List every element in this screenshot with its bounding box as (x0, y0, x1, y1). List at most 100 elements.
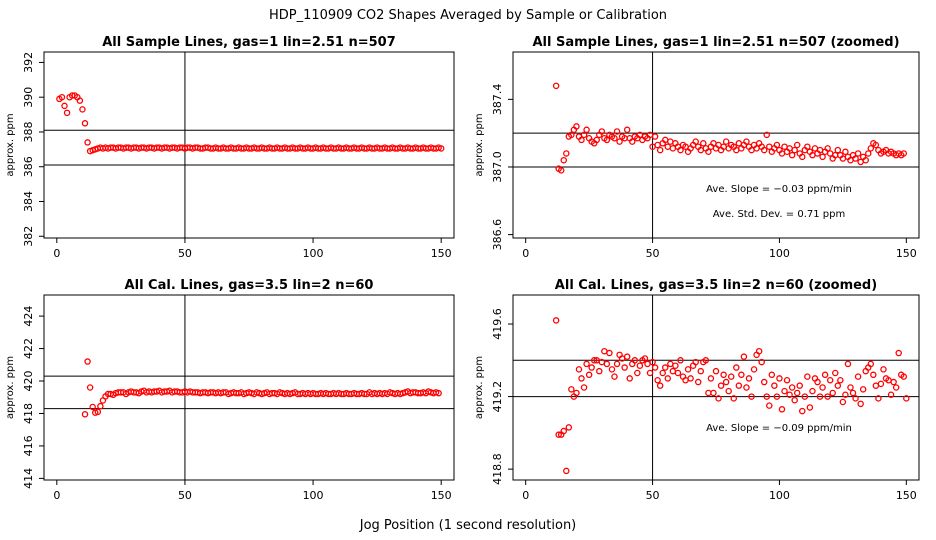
data-point (824, 393, 831, 400)
y-tick-label: 424 (22, 306, 35, 327)
data-point (552, 317, 560, 324)
data-point (740, 353, 748, 360)
data-point (588, 364, 595, 371)
data-point (684, 366, 692, 373)
data-point (821, 371, 829, 379)
data-point (763, 131, 771, 139)
data-point (857, 158, 864, 166)
data-point (801, 393, 809, 400)
data-point (743, 384, 750, 391)
plot-frame (512, 294, 920, 481)
data-point (674, 369, 682, 377)
y-tick-label: 384 (22, 191, 35, 212)
panels: All Sample Lines, gas=1 lin=2.51 n=507 0 5… (5, 35, 920, 502)
y-tick-label: 387.4 (491, 84, 504, 116)
data-point (596, 367, 603, 375)
data-point (710, 389, 717, 397)
data-point (826, 376, 834, 384)
data-point (796, 382, 803, 389)
data-point (613, 128, 621, 135)
data-point (895, 349, 902, 357)
y-tick-label: 386 (22, 156, 35, 177)
data-point (804, 143, 811, 150)
data-point (84, 358, 91, 365)
y-tick-label: 382 (22, 226, 35, 247)
y-tick-label: 414 (22, 468, 35, 489)
data-point (781, 387, 788, 395)
data-point (692, 358, 699, 366)
data-point (900, 373, 908, 380)
data-point (656, 382, 664, 389)
data-point (887, 391, 895, 399)
data-point (664, 143, 672, 150)
data-point (575, 366, 583, 373)
data-point (86, 384, 94, 391)
data-point (611, 373, 618, 380)
chart-panel-3: All Cal. Lines, gas=3.5 lin=2 n=60 0 50 100… (5, 278, 455, 502)
data-point (760, 146, 768, 154)
x-tick-label: 0 (53, 489, 60, 502)
data-point (766, 402, 773, 409)
data-point (651, 364, 659, 371)
data-point (58, 93, 66, 101)
data-point (877, 380, 885, 388)
data-point (583, 126, 590, 134)
x-tick-label: 100 (303, 489, 324, 502)
data-point (722, 138, 730, 145)
data-point (781, 143, 788, 150)
data-point (611, 134, 618, 142)
data-point (563, 467, 570, 475)
data-point (662, 364, 669, 371)
y-tick-label: 418.8 (491, 453, 504, 485)
data-point (859, 386, 867, 393)
y-axis-label: approx. ppm (5, 113, 16, 176)
data-point (705, 389, 712, 397)
data-point (636, 362, 644, 369)
chart-panel-1: All Sample Lines, gas=1 lin=2.51 n=507 0 5… (5, 35, 455, 260)
y-axis-label: approx. ppm (5, 356, 16, 419)
data-point (809, 387, 816, 395)
data-point (641, 355, 649, 362)
data-point (839, 398, 847, 406)
data-point (763, 393, 771, 400)
data-point (608, 366, 616, 373)
plot-frame (43, 51, 455, 239)
figure-x-axis-label: Jog Position (1 second resolution) (359, 518, 577, 533)
data-point (568, 386, 575, 393)
data-point (867, 360, 875, 368)
data-point (872, 382, 880, 389)
data-point (649, 358, 656, 366)
data-point (867, 145, 875, 152)
y-tick-label: 420 (22, 371, 35, 392)
data-point (738, 371, 745, 379)
x-tick-label: 100 (769, 489, 790, 502)
data-point (654, 376, 661, 384)
data-point (806, 404, 814, 411)
data-point (694, 378, 702, 386)
data-point (735, 382, 743, 389)
data-point (819, 153, 826, 161)
data-point (621, 364, 628, 371)
data-point (705, 148, 712, 156)
x-tick-label: 100 (769, 247, 790, 260)
x-tick-label: 0 (53, 247, 60, 260)
data-point (849, 389, 857, 397)
data-point (804, 373, 811, 380)
data-point (786, 391, 793, 399)
panel-title: All Cal. Lines, gas=3.5 lin=2 n=60 (zoom… (555, 278, 877, 293)
chart-panel-2: All Sample Lines, gas=1 lin=2.51 n=507 (… (474, 35, 920, 260)
data-point (697, 367, 705, 375)
data-point (580, 384, 588, 391)
data-point (568, 131, 575, 139)
y-tick-label: 416 (22, 435, 35, 456)
x-tick-label: 0 (522, 489, 529, 502)
y-tick-label: 386.6 (491, 219, 504, 251)
data-point (606, 349, 613, 357)
data-point (560, 427, 568, 435)
data-point (829, 389, 836, 397)
x-tick-label: 50 (178, 247, 192, 260)
data-point (573, 123, 580, 130)
data-point (656, 146, 664, 154)
data-point (773, 141, 781, 149)
data-point (79, 106, 86, 113)
